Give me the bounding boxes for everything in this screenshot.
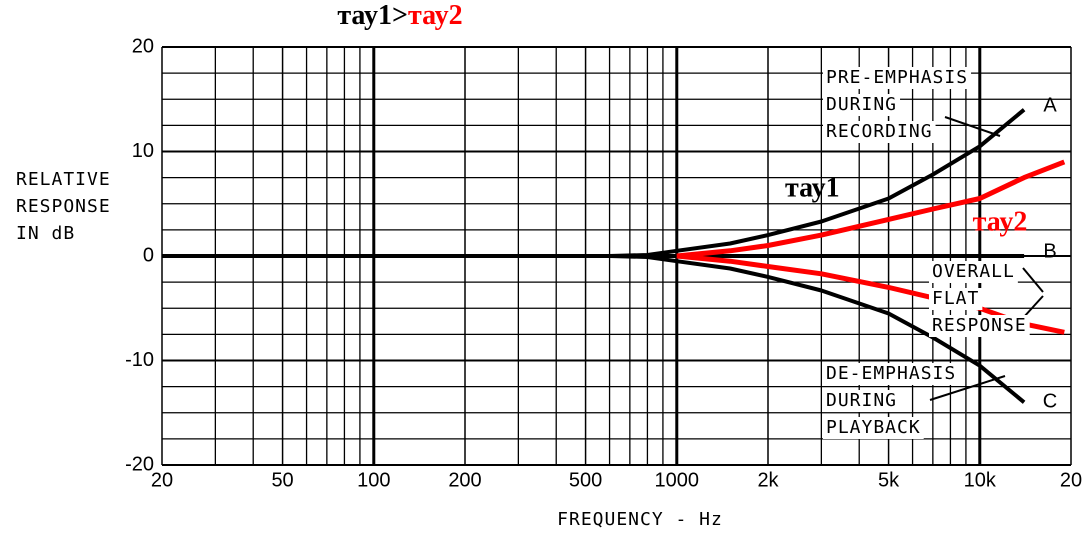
x-tick-label: 5k [878,469,900,491]
x-tick-label: 500 [569,469,602,491]
x-tick-label: 100 [357,469,390,491]
series-line [676,159,1066,259]
x-tick-label: 200 [448,469,481,491]
annotation-bg [929,261,1018,283]
arrows [929,116,1044,401]
annotation: RECORDING [826,121,933,142]
annotation: DURING [826,390,897,411]
y-tick-label: -20 [125,453,154,475]
y-axis-label: RELATIVE [16,169,111,190]
annotation-bg [929,315,1030,337]
y-axis-label: RESPONSE [16,196,111,217]
chart-title: тау1>тау2 [337,0,462,31]
series-label: C [1043,390,1057,412]
y-tick-label: 10 [132,140,154,162]
series-line [609,254,1026,404]
annotation: RESPONSE [932,315,1027,336]
annotation-bg [823,94,901,116]
annotation-bg [823,390,901,412]
y-axis-label: IN dB [16,223,75,244]
x-tick-label: 20 [151,469,173,491]
series-line [609,108,1026,258]
x-tick-label: 2k [757,469,779,491]
y-tick-label: 0 [143,244,154,266]
annotation: DURING [826,94,897,115]
x-tick-label: 10k [964,469,997,491]
annotation-bg [823,121,936,143]
annotation: PLAYBACK [826,417,921,438]
annotation-bg [929,288,983,310]
title-part: тау1> [337,0,408,31]
title-part: тау2 [408,0,463,31]
annotation: DE-EMPHASIS [826,363,956,384]
x-axis-label: FREQUENCY - Hz [557,509,723,530]
series-label: B [1043,240,1056,262]
annotation-bg [823,363,960,385]
annotation: PRE-EMPHASIS [826,67,968,88]
annotation: FLAT [932,288,979,309]
series-label: A [1043,94,1057,116]
series-label: тау2 [973,206,1028,237]
x-tick-label: 50 [271,469,293,491]
y-tick-label: -10 [125,349,154,371]
annotation-bg [823,67,972,89]
annotation-bg [823,417,924,439]
annotation: тау1 [785,172,840,203]
x-tick-label: 20 [1060,469,1082,491]
y-tick-label: 20 [132,35,154,57]
annotation: OVERALL [932,261,1015,282]
x-tick-label: 1000 [655,469,700,491]
